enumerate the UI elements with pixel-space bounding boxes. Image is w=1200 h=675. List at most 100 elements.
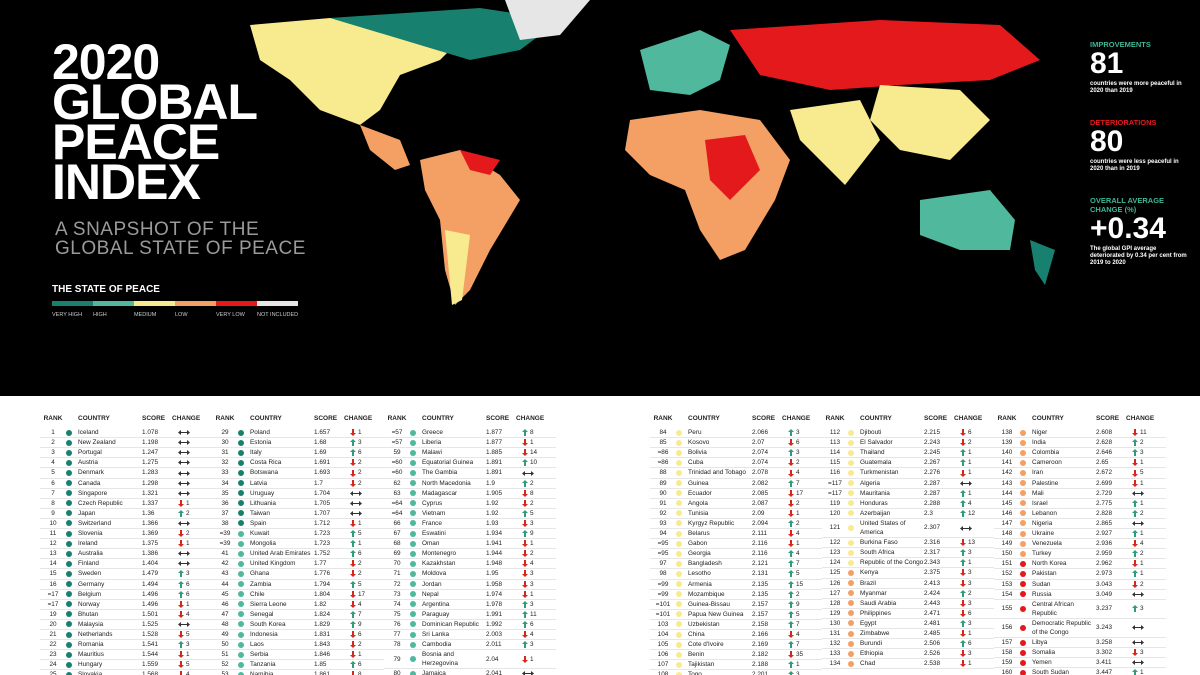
rank: 13	[49, 550, 57, 558]
rank: 158	[1001, 649, 1013, 657]
rank: 143	[1001, 479, 1013, 487]
change: 2	[344, 640, 384, 649]
table-row: 13 Australia 1.386	[40, 549, 212, 560]
change: 5	[344, 529, 384, 538]
country: Romania	[78, 641, 104, 649]
rank: =95	[657, 550, 669, 558]
change-value: 6	[796, 439, 800, 447]
score: 1.829	[314, 620, 330, 628]
score: 3.043	[1096, 580, 1112, 588]
change: 7	[344, 610, 384, 619]
table-row: 142 Iran 2.672 5	[994, 468, 1166, 479]
legend-swatch	[52, 301, 93, 306]
state-cell	[676, 500, 688, 507]
change: 3	[344, 438, 384, 447]
table-row: 19 Bhutan 1.501 4	[40, 610, 212, 620]
rank: 49	[221, 630, 229, 638]
country: Jamaica	[422, 670, 446, 675]
state-cell	[238, 520, 250, 527]
country: Georgia	[688, 550, 711, 558]
change: 2	[516, 549, 556, 558]
change: 1	[172, 539, 212, 548]
change: 1	[954, 448, 994, 457]
table-group: RANK COUNTRY SCORE CHANGE 138 Niger 2.608 11 139…	[994, 414, 1166, 675]
rank: 41	[221, 550, 229, 558]
state-cell	[238, 621, 250, 628]
state-dot	[848, 500, 854, 507]
legend-label: MEDIUM	[134, 312, 157, 318]
rank: =60	[391, 469, 403, 477]
score: 1.479	[142, 570, 158, 578]
change-arrow	[350, 530, 356, 538]
change: 3	[1126, 604, 1166, 613]
country: Iceland	[78, 429, 99, 437]
change-arrow	[350, 540, 356, 548]
change: 1	[1126, 529, 1166, 538]
change: 5	[344, 580, 384, 589]
legend-swatch	[216, 301, 257, 306]
score: 1.525	[142, 620, 158, 628]
state-dot	[676, 510, 682, 517]
table-row: =86 Cuba 2.074 2	[650, 458, 822, 469]
score: 2.927	[1096, 530, 1112, 538]
column-header: RANK	[997, 415, 1017, 422]
score: 2.07	[752, 439, 765, 447]
state-dot	[66, 560, 72, 567]
change-value: 2	[968, 439, 972, 447]
change: 1	[172, 600, 212, 609]
change-value: 1	[968, 629, 972, 637]
country: Ireland	[78, 540, 98, 548]
change-arrow	[1132, 550, 1138, 558]
state-cell	[676, 459, 688, 466]
change: 1	[782, 539, 822, 548]
change: 2	[344, 559, 384, 568]
country: Malaysia	[78, 620, 104, 628]
rank: 59	[393, 449, 401, 457]
change-value: 3	[968, 619, 972, 627]
change: 3	[782, 428, 822, 437]
change: 4	[516, 559, 556, 568]
state-dot	[1020, 470, 1026, 477]
rank: 159	[1001, 659, 1013, 667]
change: 6	[344, 448, 384, 457]
change	[172, 429, 212, 436]
change: 1	[1126, 458, 1166, 467]
rank: 144	[1001, 489, 1013, 497]
legend-label: VERY LOW	[216, 312, 245, 318]
change-value: 14	[530, 449, 538, 457]
table-row: 9 Japan 1.36 2	[40, 509, 212, 519]
column-header: CHANGE	[344, 415, 373, 422]
state-cell	[410, 459, 422, 466]
change-value: 3	[796, 671, 800, 675]
country: Latvia	[250, 479, 268, 487]
state-cell	[1020, 480, 1032, 487]
rank: 46	[221, 600, 229, 608]
state-cell	[1020, 624, 1032, 631]
change-value: 4	[358, 600, 362, 608]
change-arrow	[522, 429, 528, 437]
subtitle-line: GLOBAL STATE OF PEACE	[55, 238, 306, 259]
state-cell	[1020, 520, 1032, 527]
country: Mauritania	[860, 489, 890, 497]
change-value: 5	[1140, 469, 1144, 477]
score: 1.846	[314, 651, 330, 659]
change: 1	[516, 438, 556, 447]
state-dot	[238, 550, 244, 557]
rank: 129	[829, 609, 841, 617]
table-row: 88 Trinidad and Tobago 2.078 4	[650, 468, 822, 479]
table-row: 108 Togo 2.201 3	[650, 670, 822, 675]
rank: 88	[659, 469, 667, 477]
change-arrow	[788, 560, 794, 568]
state-dot	[66, 671, 72, 675]
change: 15	[782, 580, 822, 589]
state-cell	[1020, 439, 1032, 446]
country: Spain	[250, 519, 267, 527]
title-line: INDEX	[52, 154, 201, 210]
rank: 139	[1001, 439, 1013, 447]
rank: 42	[221, 560, 229, 568]
state-dot	[848, 549, 854, 556]
state-dot	[848, 650, 854, 657]
change-arrow	[522, 470, 534, 476]
state-cell	[66, 449, 78, 456]
score: 2.506	[924, 640, 940, 648]
